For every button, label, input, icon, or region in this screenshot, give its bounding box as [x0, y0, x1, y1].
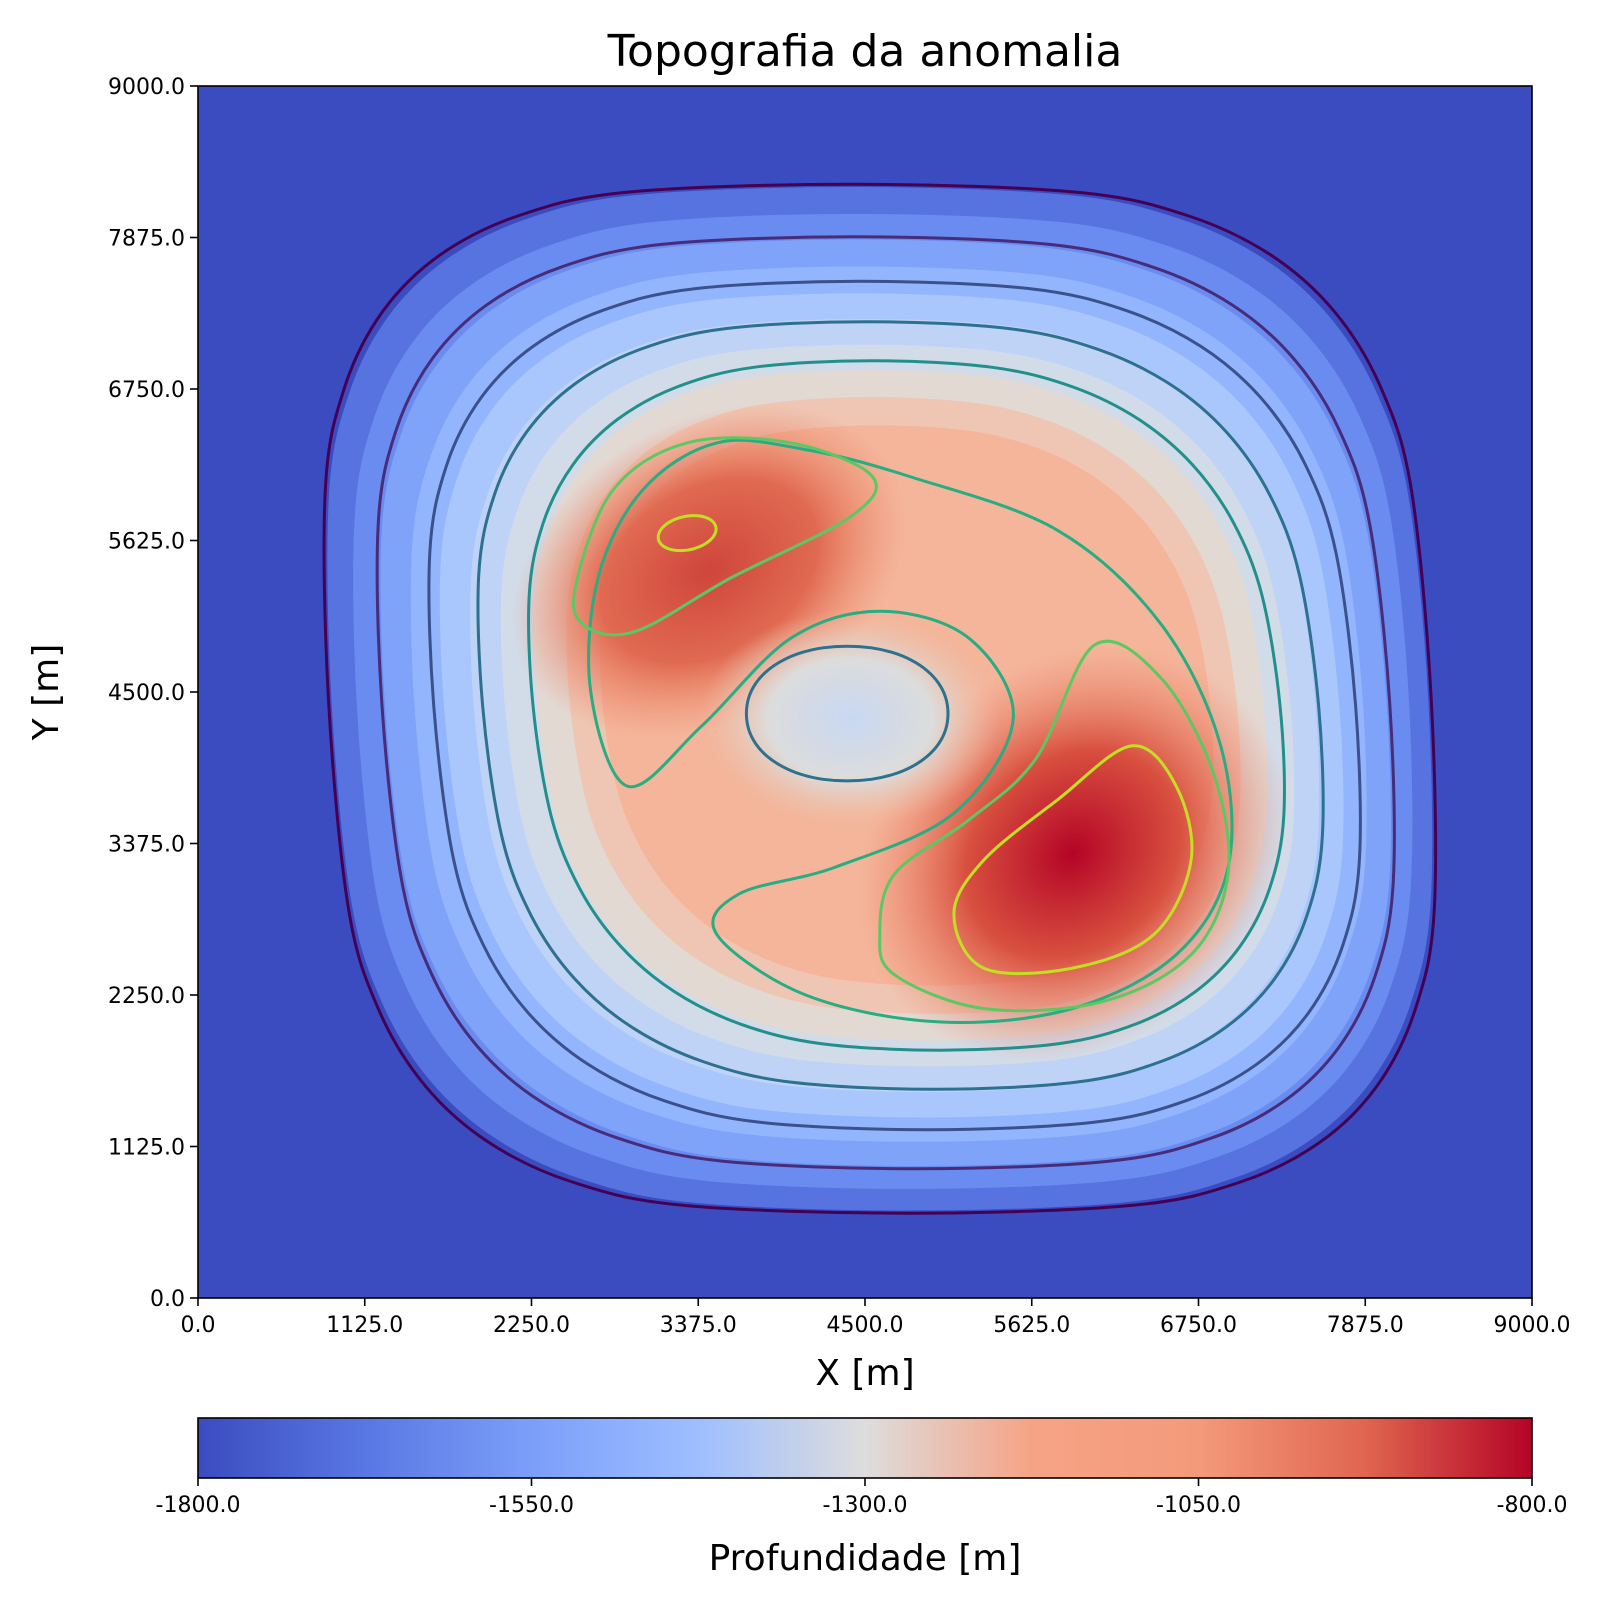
chart-title: Topografia da anomalia: [607, 26, 1123, 77]
y-axis-label: Y [m]: [26, 644, 67, 742]
x-tick-label: 6750.0: [1160, 1313, 1237, 1338]
y-tick-label: 2250.0: [108, 984, 185, 1009]
x-tick-label: 5625.0: [993, 1313, 1070, 1338]
y-tick-label: 3375.0: [108, 833, 185, 858]
y-tick-label: 1125.0: [108, 1136, 185, 1161]
colorbar: -1800.0 -1550.0 -1300.0 -1050.0 -800.0 Profu…: [156, 1417, 1568, 1579]
y-tick-label: 0.0: [150, 1287, 185, 1312]
contour-line-outer-2: [427, 279, 1362, 1132]
contour-line-lobe-lower-right: [878, 639, 1231, 1013]
y-axis: 0.0 1125.0 2250.0 3375.0 4500.0 5625.0 6750.0 7…: [108, 75, 198, 1312]
colorbar-tick-label: -1550.0: [489, 1493, 574, 1518]
y-tick-label: 7875.0: [108, 227, 185, 252]
y-tick-label: 9000.0: [108, 75, 185, 100]
contour-line-s-shape: [587, 438, 1234, 1024]
x-axis: 0.0 1125.0 2250.0 3375.0 4500.0 5625.0 6750.0 7…: [181, 1298, 1571, 1338]
contour-line-outer-4: [527, 359, 1286, 1052]
y-tick-label: 4500.0: [108, 681, 185, 706]
x-tick-label: 9000.0: [1494, 1313, 1571, 1338]
contour-line-outer-3: [476, 320, 1325, 1091]
x-tick-label: 3375.0: [660, 1313, 737, 1338]
colorbar-label: Profundidade [m]: [709, 1538, 1022, 1579]
contour-line-outer-0: [322, 182, 1438, 1215]
x-axis-label: X [m]: [815, 1353, 914, 1394]
colorbar-tick-label: -1300.0: [823, 1493, 908, 1518]
contour-line-max-lower-right: [952, 744, 1194, 976]
x-tick-label: 4500.0: [827, 1313, 904, 1338]
x-tick-label: 7875.0: [1327, 1313, 1404, 1338]
contour-line-max-upper-left: [656, 514, 718, 553]
contour-line-outer-1: [375, 235, 1396, 1171]
plot-area: [197, 85, 1533, 1299]
contour-line-lobe-upper-left: [572, 436, 878, 637]
colorbar-gradient: [197, 1417, 1533, 1479]
x-tick-label: 0.0: [181, 1313, 216, 1338]
colorbar-tick-label: -1050.0: [1156, 1493, 1241, 1518]
colorbar-tick-label: -1800.0: [156, 1493, 241, 1518]
x-tick-label: 2250.0: [493, 1313, 570, 1338]
x-tick-label: 1125.0: [326, 1313, 403, 1338]
colorbar-tick-label: -800.0: [1497, 1493, 1568, 1518]
y-tick-label: 5625.0: [108, 530, 185, 555]
y-tick-label: 6750.0: [108, 378, 185, 403]
contour-line-center: [744, 644, 950, 783]
